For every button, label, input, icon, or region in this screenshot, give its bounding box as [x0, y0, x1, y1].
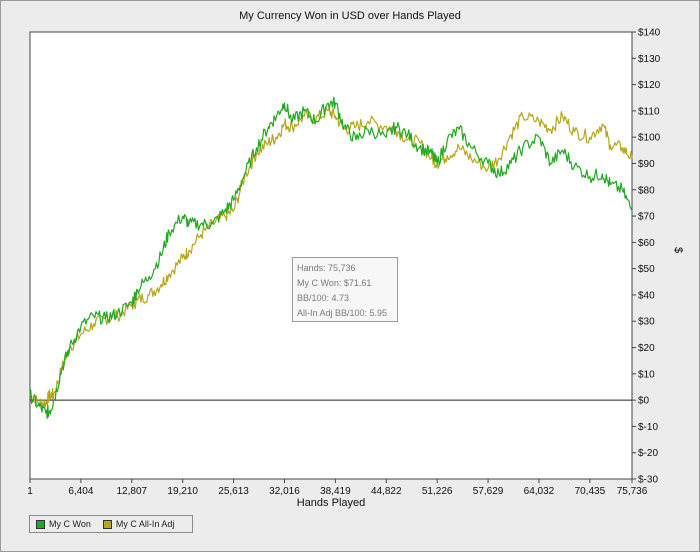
y-tick-label: $-30	[638, 475, 658, 486]
x-tick-label: 12,807	[116, 486, 147, 497]
chart-title: My Currency Won in USD over Hands Played	[239, 10, 461, 22]
watermark-logo: POKERTRACKER	[210, 52, 513, 89]
y-tick-label: $110	[638, 106, 660, 117]
y-tick-label: $120	[638, 80, 661, 91]
y-tick-label: $70	[638, 212, 655, 223]
legend: My C Won My C All-In Adj	[29, 515, 193, 533]
series-group	[29, 96, 633, 420]
x-tick-label: 75,736	[617, 486, 648, 497]
legend-label-won: My C Won	[49, 519, 91, 529]
tooltip-allin-bb100: All-In Adj BB/100: 5.95	[297, 308, 388, 318]
tooltip-won: My C Won: $71.61	[297, 278, 372, 288]
data-tooltip: Hands: 75,736 My C Won: $71.61 BB/100: 4…	[292, 257, 398, 322]
y-tick-label: $-10	[638, 422, 658, 433]
x-tick-label: 6,404	[68, 486, 93, 497]
x-tick-label: 57,629	[473, 486, 504, 497]
x-tick-label: 70,435	[575, 486, 606, 497]
y-tick-label: $100	[638, 133, 661, 144]
legend-swatch-allin	[102, 519, 112, 529]
y-tick-label: $20	[638, 343, 655, 354]
y-tick-label: $30	[638, 317, 655, 328]
x-tick-label: 32,016	[269, 486, 300, 497]
y-axis-label: $	[672, 247, 684, 254]
tooltip-bb100: BB/100: 4.73	[297, 293, 350, 303]
x-tick-label: 19,210	[167, 486, 198, 497]
x-tick-label: 25,613	[218, 486, 249, 497]
legend-item-allin: My C All-In Adj	[102, 519, 175, 529]
y-tick-label: $60	[638, 238, 655, 249]
tooltip-hands: Hands: 75,736	[297, 263, 356, 273]
legend-swatch-won	[36, 519, 45, 529]
y-tick-label: $0	[638, 396, 650, 407]
y-axis-ticks: $140 $130 $120 $110 $100 $90 $80 $70 $60 $50 $40 $3…	[632, 28, 661, 486]
y-tick-label: $130	[638, 54, 661, 65]
y-tick-label: $50	[638, 264, 655, 275]
x-tick-label: 64,032	[524, 486, 555, 497]
y-tick-label: $80	[638, 185, 655, 196]
x-tick-label: 1	[27, 486, 33, 497]
y-tick-label: $10	[638, 369, 655, 380]
x-tick-label: 44,822	[371, 486, 402, 497]
series-line-my-c-won	[29, 96, 633, 420]
x-axis-label: Hands Played	[296, 497, 366, 509]
x-tick-label: 38,419	[320, 486, 351, 497]
x-tick-label: 51,226	[422, 486, 453, 497]
y-tick-label: $140	[638, 28, 661, 39]
y-tick-label: $90	[638, 159, 655, 170]
y-tick-label: $40	[638, 290, 655, 301]
y-tick-label: $-20	[638, 448, 658, 459]
legend-label-allin: My C All-In Adj	[115, 519, 175, 529]
plot-area	[29, 31, 633, 480]
x-axis-ticks: 1 6,404 12,807 19,210 25,613 32,016 38,419 44,8…	[27, 479, 648, 497]
legend-item-won: My C Won	[36, 519, 91, 529]
